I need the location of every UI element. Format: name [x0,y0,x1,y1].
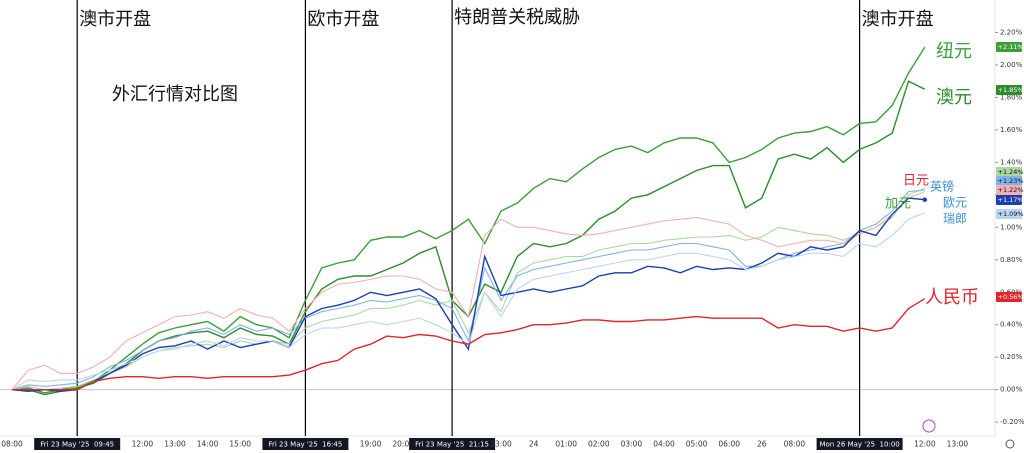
x-event-box [34,438,121,450]
x-tick-label: Fri 23 May '25 21:15 [415,441,489,449]
x-tick-label: 08:00 [1,440,23,449]
series-name: 瑞郎 [943,212,967,226]
last-value-box [996,176,1022,186]
y-tick-label: 2.00% [1000,61,1023,69]
x-tick-label: 24 [529,440,539,449]
x-tick-label: 14:00 [197,440,219,449]
y-tick-label: 1.60% [1000,126,1023,134]
series-name: 澳元 [936,87,972,108]
x-event-box [816,438,903,450]
x-tick-label: 15:00 [229,440,251,449]
event-label: 澳市开盘 [79,9,151,30]
last-value-label: +1.85% [998,86,1024,94]
x-tick-label: 01:00 [555,440,577,449]
event-label: 欧市开盘 [307,9,379,30]
x-tick-label: 03:00 [621,440,643,449]
last-value-label: +1.22% [998,186,1024,194]
y-tick-label: 0.40% [1000,321,1023,329]
x-tick-label: 20:00 [392,440,414,449]
last-value-label: +1.17% [998,196,1024,204]
x-tick-label: 06:00 [718,440,740,449]
x-tick-label: 19:00 [360,440,382,449]
series-name: 加元 [885,197,911,212]
series-line [12,298,926,391]
event-label: 澳市开盘 [862,9,934,30]
y-tick-label: 1.80% [1000,93,1023,101]
x-tick-label: 02:00 [588,440,610,449]
last-point [922,197,927,202]
x-tick-label: 23:00 [490,440,512,449]
series-name: 欧元 [943,196,967,210]
series-line [11,191,926,391]
last-value-box [996,167,1022,177]
y-tick-label: -0.20% [1000,418,1024,426]
x-tick-label: 13:00 [947,440,969,449]
event-label: 特朗普关税威胁 [454,7,580,28]
last-value-label: +0.56% [998,293,1024,301]
y-tick-label: 1.00% [1000,223,1023,231]
y-tick-label: 0.80% [1000,256,1023,264]
x-event-box [262,438,349,450]
last-value-box [996,292,1022,302]
y-tick-label: 1.40% [1000,158,1023,166]
last-value-box [996,85,1022,95]
y-tick-label: 2.20% [1000,28,1023,36]
x-tick-label: 04:00 [653,440,675,449]
series-line [11,197,925,393]
last-value-label: +2.11% [998,43,1024,51]
last-value-box [996,42,1022,52]
x-tick-label: 26 [757,440,767,449]
series-name: 日元 [903,174,929,189]
last-value-label: +1.23% [998,177,1024,185]
x-tick-label: 12:00 [914,440,936,449]
y-tick-label: 0.20% [1000,353,1023,361]
chart-title: 外汇行情对比图 [112,84,238,105]
last-value-box [996,209,1022,219]
x-tick-label: 08:00 [784,440,806,449]
y-tick-label: 0.00% [1000,386,1023,394]
x-tick-label: Mon 26 May '25 10:00 [819,441,899,449]
series-name: 英镑 [930,179,954,194]
alert-icon[interactable] [922,419,936,433]
x-tick-label: 12:00 [132,440,154,449]
series-name: 人民币 [925,287,979,308]
last-value-box [996,195,1022,205]
series-line [11,46,926,394]
last-value-label: +1.24% [998,168,1024,176]
x-tick-label: 05:00 [686,440,708,449]
settings-icon[interactable] [1005,439,1015,449]
x-tick-label: Fri 23 May '25 09:45 [40,441,114,449]
last-value-label: +1.09% [998,210,1024,218]
x-tick-label: 13:00 [164,440,186,449]
last-value-box [996,185,1022,195]
x-event-box [409,438,496,450]
series-name: 纽元 [936,41,972,62]
x-tick-label: Fri 23 May '25 16:45 [268,441,342,449]
